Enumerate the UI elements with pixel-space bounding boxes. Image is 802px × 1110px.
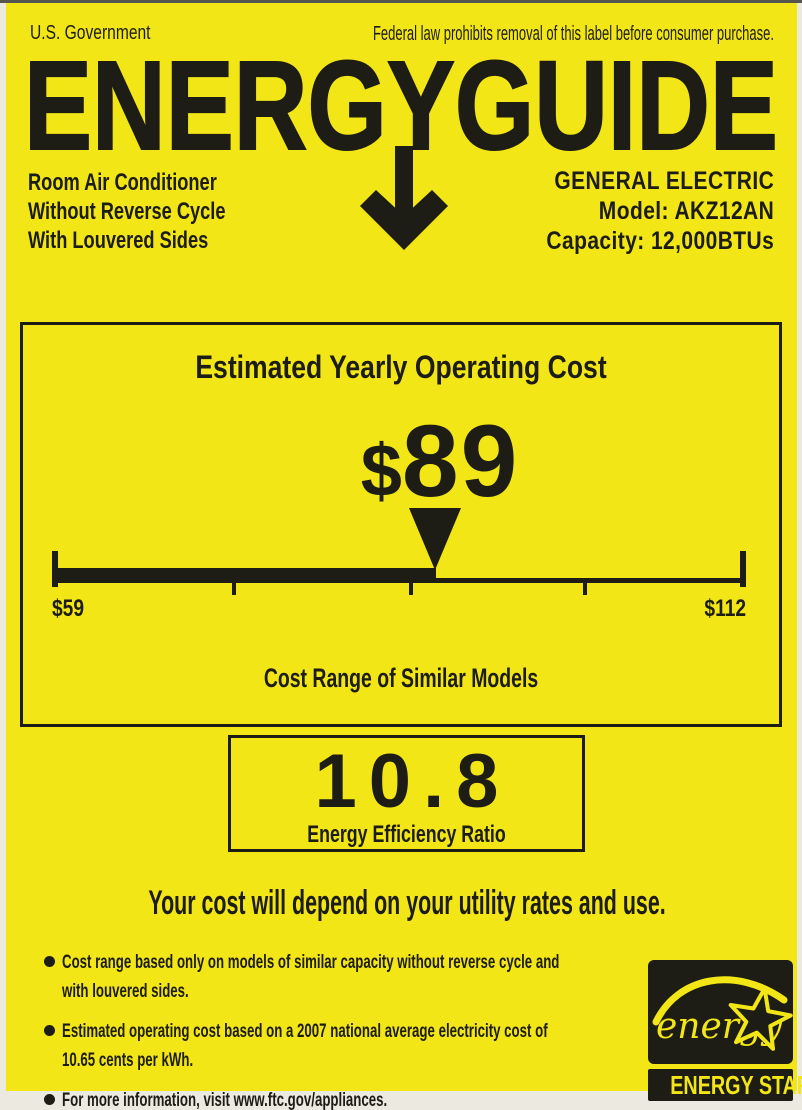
bullet-dot-icon xyxy=(44,1025,55,1036)
footnote-item: Estimated operating cost based on a 2007… xyxy=(44,1017,664,1075)
label-top-edge xyxy=(0,0,802,3)
footnote-line: For more information, visit www.ftc.gov/… xyxy=(62,1089,388,1110)
operating-cost-panel: Estimated Yearly Operating Cost $89 $59 … xyxy=(20,322,782,727)
energy-star-label: ENERGY STAR xyxy=(670,1070,802,1100)
footnote-line: Estimated operating cost based on a 2007… xyxy=(62,1020,548,1042)
scale-endbar-right xyxy=(740,551,746,587)
star-icon xyxy=(728,986,793,1051)
cost-value: 89 xyxy=(401,404,520,518)
footnote-line: with louvered sides. xyxy=(62,980,189,1002)
manufacturer-name: GENERAL ELECTRIC xyxy=(554,167,774,195)
eer-panel: 10.8 Energy Efficiency Ratio xyxy=(228,735,585,852)
manufacturer-info: GENERAL ELECTRIC Model: AKZ12AN Capacity… xyxy=(546,166,774,256)
energy-star-logo: energy ENERGY STAR xyxy=(648,960,802,1101)
range-max-label: $112 xyxy=(704,595,746,622)
footnote-line: 10.65 cents per kWh. xyxy=(62,1049,194,1071)
scale-range-fill xyxy=(52,568,436,583)
utility-rates-tagline: Your cost will depend on your utility ra… xyxy=(148,884,666,922)
cost-panel-title: Estimated Yearly Operating Cost xyxy=(195,349,607,385)
scale-tick xyxy=(582,583,587,595)
scale-tick xyxy=(232,583,237,595)
cost-range-caption: Cost Range of Similar Models xyxy=(263,663,539,693)
footnote-list: Cost range based only on models of simil… xyxy=(44,948,664,1110)
footnote-item: For more information, visit www.ftc.gov/… xyxy=(44,1086,664,1110)
down-arrow-icon xyxy=(360,146,448,250)
bullet-dot-icon xyxy=(44,956,55,967)
federal-notice: Federal law prohibits removal of this la… xyxy=(372,23,774,45)
eer-value: 10.8 xyxy=(314,739,511,824)
dollar-sign: $ xyxy=(360,429,402,512)
footnote-line: Cost range based only on models of simil… xyxy=(62,951,560,973)
energy-star-art: energy xyxy=(652,976,793,1051)
range-min-label: $59 xyxy=(52,595,85,622)
energyguide-logo: ENERGYGUIDE xyxy=(23,56,779,152)
agency-text: U.S. Government xyxy=(30,22,151,44)
bullet-dot-icon xyxy=(44,1094,55,1105)
energy-star-arc-icon xyxy=(652,976,788,1026)
energyguide-logo-text: ENERGYGUIDE xyxy=(24,56,778,152)
yearly-cost-amount: $89 xyxy=(23,409,779,544)
cost-pointer-icon xyxy=(409,508,461,570)
model-number: Model: AKZ12AN xyxy=(598,197,774,225)
product-type-line: Without Reverse Cycle xyxy=(28,198,226,225)
product-type-line: Room Air Conditioner xyxy=(28,169,217,196)
footnote-item: Cost range based only on models of simil… xyxy=(44,948,664,1006)
capacity-value: Capacity: 12,000BTUs xyxy=(546,227,774,255)
scale-tick xyxy=(409,583,414,595)
cost-range-scale: $59 $112 xyxy=(52,551,746,622)
energy-star-emblem: energy xyxy=(648,960,793,1064)
product-type-line: With Louvered Sides xyxy=(28,227,209,254)
product-type: Room Air Conditioner Without Reverse Cyc… xyxy=(28,168,226,255)
energy-star-banner: ENERGY STAR xyxy=(648,1069,802,1101)
eer-label: Energy Efficiency Ratio xyxy=(307,821,506,848)
